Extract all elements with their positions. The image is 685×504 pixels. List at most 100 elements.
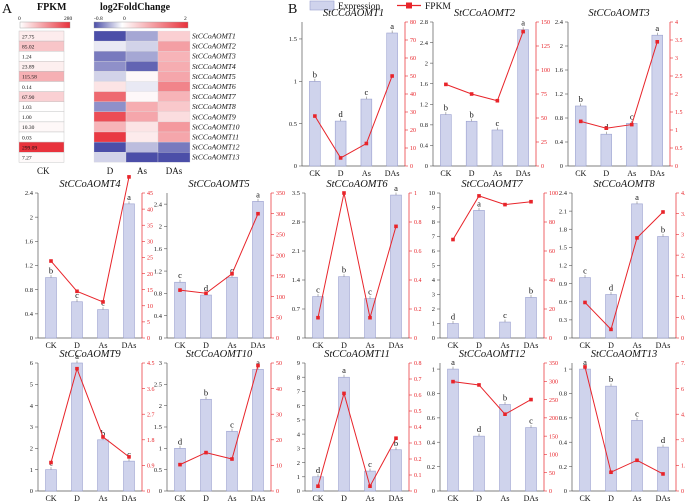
right-tick-label: 20 <box>410 128 416 134</box>
left-tick-label: 0.8 <box>559 391 567 398</box>
significance-letter: d <box>204 283 209 293</box>
fpkm-cell-value: 1.24 <box>22 55 32 61</box>
category-label: DAs <box>389 494 404 503</box>
right-tick-label: 3.5 <box>675 38 683 44</box>
fpkm-point <box>444 82 448 87</box>
right-tick-label: 3 <box>675 56 678 62</box>
panel-a-heatmap: A FPKM 0 280 log2FoldChange -0.8 0 2 27.… <box>0 0 245 180</box>
left-tick-label: 1.2 <box>420 101 428 108</box>
category-label: D <box>341 341 347 350</box>
right-tick-label: 125 <box>541 44 550 50</box>
chart-title: StCCoAOMT1 <box>323 8 384 19</box>
legend-expression-swatch <box>309 0 335 11</box>
significance-letter: c <box>368 459 372 469</box>
right-tick-label: 1.8 <box>147 438 155 444</box>
heatmap-gene-label: StCCoAOMT10 <box>192 122 240 131</box>
fpkm-point <box>390 74 394 78</box>
fpkm-point <box>521 29 525 34</box>
panel-a-label: A <box>2 2 13 17</box>
fpkm-point <box>661 472 665 476</box>
category-label: D <box>341 494 347 503</box>
left-tick-label: 2 <box>432 306 435 313</box>
significance-letter: a <box>390 21 394 31</box>
significance-letter: b <box>204 387 208 397</box>
category-label: As <box>366 494 375 503</box>
left-tick-label: 6 <box>297 403 301 410</box>
fpkm-point <box>635 458 639 463</box>
right-tick-label: 4.5 <box>681 412 685 418</box>
fpkm-point <box>127 455 131 459</box>
right-tick-label: 100 <box>549 191 558 197</box>
fpkm-line <box>317 391 397 488</box>
category-label: CK <box>312 494 323 503</box>
right-tick-label: 80 <box>410 20 416 26</box>
fpkm-point <box>127 175 131 179</box>
right-tick-label: 40 <box>147 207 153 213</box>
left-tick-label: 1.2 <box>559 263 567 270</box>
left-tick-label: 2.4 <box>555 19 564 26</box>
left-tick-label: 2 <box>560 43 563 50</box>
category-label: CK <box>579 494 590 503</box>
right-tick-label: 0.7 <box>414 377 422 383</box>
left-tick-label: 1 <box>432 321 435 328</box>
left-tick-label: 4 <box>432 277 436 284</box>
left-tick-label: 3 <box>297 446 300 453</box>
fpkm-line <box>452 195 532 240</box>
left-tick-label: 2.4 <box>559 190 568 197</box>
right-tick-label: 250 <box>276 233 285 239</box>
right-tick-label: 0 <box>410 164 413 170</box>
right-tick-label: 20 <box>147 272 153 278</box>
left-tick-label: 1.5 <box>154 424 162 431</box>
left-tick-label: 6 <box>432 248 436 255</box>
heatmap-gene-label: StCCoAOMT3 <box>192 52 236 61</box>
significance-letter: a <box>256 357 260 367</box>
left-tick-label: 3.5 <box>292 190 300 197</box>
chart-title: StCCoAOMT4 <box>59 179 121 190</box>
fpkm-point <box>178 462 182 467</box>
right-tick-label: 35 <box>147 223 153 229</box>
fpkm-point <box>230 271 234 276</box>
left-tick-label: 0 <box>564 488 567 495</box>
left-tick-label: 2.8 <box>420 19 428 26</box>
category-label: D <box>74 494 80 503</box>
fpkm-line <box>452 381 532 415</box>
left-tick-label: 4 <box>297 431 301 438</box>
fpkm-point <box>629 122 634 127</box>
category-label: DAs <box>251 341 266 350</box>
significance-letter: b <box>313 69 317 79</box>
significance-letter: b <box>579 94 583 104</box>
significance-letter: b <box>529 285 533 295</box>
right-tick-label: 0.8 <box>414 361 422 367</box>
category-label: CK <box>312 341 323 350</box>
fpkm-point <box>469 92 474 96</box>
legend-fpkm-label: FPKM <box>425 2 451 12</box>
left-tick-label: 2.4 <box>25 190 34 197</box>
left-tick-label: 1.2 <box>555 91 563 98</box>
category-label: CK <box>309 169 320 178</box>
right-tick-label: 0 <box>147 336 150 342</box>
left-tick-label: 2 <box>159 403 162 410</box>
category-label: D <box>203 341 209 350</box>
fpkm-cell-value: 0.14 <box>22 85 32 91</box>
right-tick-label: 2.5 <box>675 74 683 80</box>
significance-letter: b <box>503 392 507 402</box>
heatmap-gene-label: StCCoAOMT5 <box>192 72 236 81</box>
right-tick-label: 1.8 <box>681 274 685 280</box>
right-tick-label: 70 <box>410 38 416 44</box>
fpkm-point <box>313 114 317 118</box>
left-tick-label: 1.4 <box>292 277 301 284</box>
expression-bar <box>605 385 617 492</box>
right-tick-label: 1.2 <box>681 295 685 301</box>
chart-title: StCCoAOMT7 <box>461 179 523 190</box>
right-tick-label: 0 <box>414 336 417 342</box>
left-tick-label: 2.1 <box>559 208 567 215</box>
fpkm-cell <box>18 151 65 163</box>
category-label: As <box>633 494 642 503</box>
right-tick-label: 50 <box>410 74 416 80</box>
left-tick-label: 0 <box>30 335 33 342</box>
significance-letter: a <box>256 189 260 199</box>
